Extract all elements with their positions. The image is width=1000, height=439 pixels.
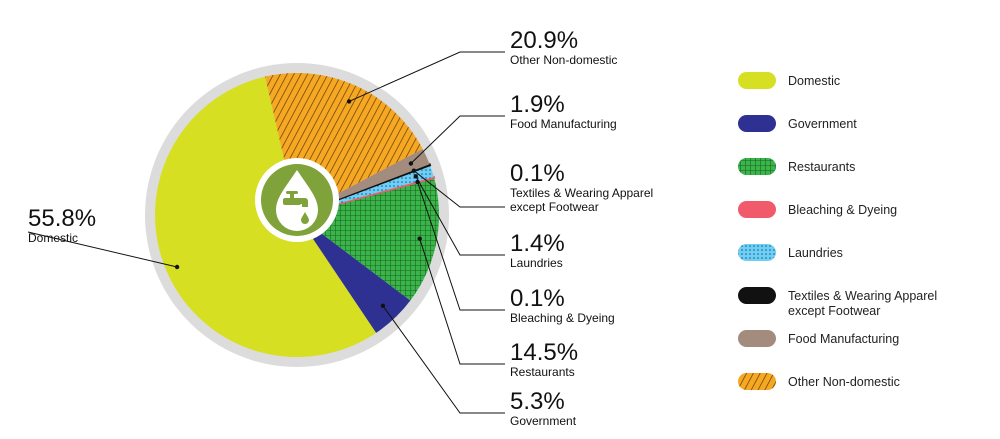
- label-value-laundries: 1.4%: [510, 230, 565, 257]
- label-value-other-non-domestic: 20.9%: [510, 27, 578, 54]
- label-name-textiles-and-wearing-apparel-except-footwear-1: except Footwear: [510, 200, 599, 214]
- leader-line-textiles-and-wearing-apparel-except-footwear: [413, 170, 505, 208]
- leader-dot-restaurants: [417, 236, 422, 241]
- leader-line-domestic: [27, 231, 178, 268]
- legend-label-textiles-and-wearing-apparel-except-footwear-1: except Footwear: [788, 304, 880, 318]
- label-value-food-manufacturing: 1.9%: [510, 91, 565, 118]
- legend-swatch-other-non-domestic: [738, 373, 776, 390]
- label-value-restaurants: 14.5%: [510, 339, 578, 366]
- legend-swatch-textiles-and-wearing-apparel-except-footwear: [738, 287, 776, 304]
- legend-swatch-laundries: [738, 244, 776, 261]
- leader-line-restaurants: [419, 238, 505, 365]
- leader-line-food-manufacturing: [410, 115, 505, 164]
- legend-swatch-restaurants: [738, 158, 776, 175]
- slice-labels: 55.8%Domestic 5.3%Government 14.5%Restaura…: [27, 27, 653, 428]
- label-name-bleaching-and-dyeing: Bleaching & Dyeing: [510, 311, 615, 325]
- legend-swatch-domestic: [738, 72, 776, 89]
- label-name-textiles-and-wearing-apparel-except-footwear: Textiles & Wearing Apparel: [510, 186, 653, 200]
- legend: Domestic Government Restaurants Bleaching &…: [738, 72, 937, 390]
- label-value-domestic: 55.8%: [28, 205, 96, 232]
- leader-dot-food-manufacturing: [408, 161, 414, 166]
- leader-dot-other-non-domestic: [346, 99, 352, 104]
- leader-dot-domestic: [174, 264, 180, 270]
- legend-label-textiles-and-wearing-apparel-except-footwear: Textiles & Wearing Apparel: [788, 289, 937, 303]
- label-value-government: 5.3%: [510, 388, 565, 415]
- leader-line-government: [382, 305, 505, 414]
- leader-line-other-non-domestic: [348, 51, 505, 102]
- label-name-domestic: Domestic: [28, 231, 78, 245]
- legend-label-food-manufacturing: Food Manufacturing: [788, 332, 899, 346]
- water-drop-tap-icon: [255, 158, 339, 242]
- legend-label-laundries: Laundries: [788, 246, 843, 260]
- legend-label-other-non-domestic: Other Non-domestic: [788, 375, 900, 389]
- label-name-food-manufacturing: Food Manufacturing: [510, 117, 617, 131]
- leader-dot-government: [380, 303, 386, 308]
- label-name-restaurants: Restaurants: [510, 365, 575, 379]
- legend-swatch-bleaching-and-dyeing: [738, 201, 776, 218]
- legend-label-domestic: Domestic: [788, 74, 840, 88]
- legend-swatch-government: [738, 115, 776, 132]
- label-value-textiles-and-wearing-apparel-except-footwear: 0.1%: [510, 160, 565, 187]
- leader-dot-laundries: [413, 174, 418, 179]
- leader-line-laundries: [415, 176, 505, 256]
- leader-dot-textiles-and-wearing-apparel-except-footwear: [411, 168, 417, 173]
- label-name-other-non-domestic: Other Non-domestic: [510, 53, 617, 67]
- label-name-laundries: Laundries: [510, 256, 563, 270]
- leader-line-bleaching-and-dyeing: [417, 181, 505, 311]
- label-value-bleaching-and-dyeing: 0.1%: [510, 285, 565, 312]
- legend-label-government: Government: [788, 117, 857, 131]
- legend-label-bleaching-and-dyeing: Bleaching & Dyeing: [788, 203, 897, 217]
- slice-government: [297, 215, 411, 333]
- label-name-government: Government: [510, 414, 577, 428]
- legend-label-restaurants: Restaurants: [788, 160, 855, 174]
- legend-swatch-food-manufacturing: [738, 330, 776, 347]
